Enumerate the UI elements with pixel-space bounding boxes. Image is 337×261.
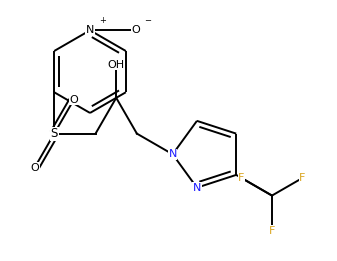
Text: F: F bbox=[299, 173, 306, 183]
Text: O: O bbox=[69, 95, 78, 105]
Text: F: F bbox=[238, 173, 245, 183]
Text: N: N bbox=[193, 183, 201, 193]
Text: S: S bbox=[51, 127, 58, 140]
Text: −: − bbox=[145, 16, 152, 25]
Text: OH: OH bbox=[108, 60, 125, 70]
Text: N: N bbox=[86, 25, 94, 35]
Text: +: + bbox=[99, 16, 106, 25]
Text: F: F bbox=[269, 226, 275, 236]
Text: N: N bbox=[168, 149, 177, 159]
Text: O: O bbox=[131, 25, 140, 35]
Text: O: O bbox=[30, 163, 39, 173]
